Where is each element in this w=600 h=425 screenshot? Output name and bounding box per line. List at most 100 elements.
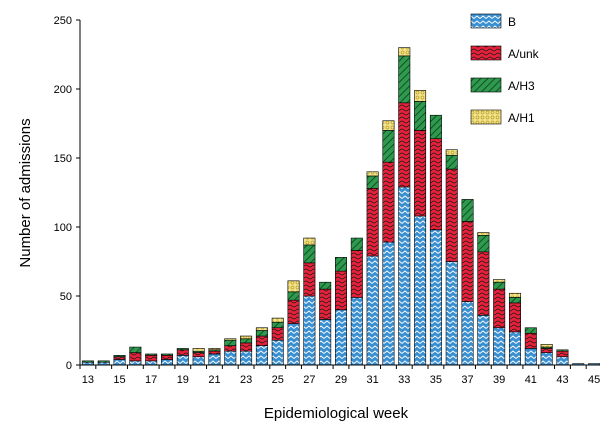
bar-b-week-29 [335, 309, 347, 366]
x-tick-label: 13 [82, 374, 94, 386]
bar-a-unk-week-37 [461, 221, 474, 302]
bar-a-h3-week-31 [366, 175, 379, 189]
bar-a-h3-week-22 [224, 339, 237, 346]
bar-b-week-37 [461, 301, 474, 366]
bar-a-unk-week-28 [319, 288, 332, 320]
bar-b-week-36 [445, 261, 458, 366]
y-tick-label: 200 [54, 84, 72, 96]
bar-a-h3-week-29 [335, 257, 347, 272]
bar-b-week-32 [382, 241, 395, 366]
x-tick-label: 39 [493, 374, 505, 386]
bar-a-unk-week-18 [161, 355, 173, 360]
bar-a-unk-week-29 [335, 270, 347, 311]
bar-a-h3-week-43 [556, 349, 569, 352]
bar-a-unk-week-34 [414, 130, 427, 217]
x-tick-label: 27 [303, 374, 315, 386]
bar-a-unk-week-15 [113, 356, 126, 360]
bar-a-unk-week-30 [350, 250, 363, 298]
bar-b-week-20 [192, 356, 205, 366]
bar-a-h3-week-33 [398, 55, 411, 104]
bar-a-h3-week-27 [303, 244, 316, 264]
bar-a-h1-week-24 [255, 327, 268, 331]
legend-label: B [508, 15, 516, 29]
bar-a-h3-week-30 [350, 237, 363, 251]
bar-a-unk-week-27 [303, 262, 316, 297]
legend-swatch-a-h3 [470, 77, 502, 93]
bar-a-unk-week-36 [445, 168, 458, 262]
bar-a-h1-week-21 [208, 348, 221, 351]
bar-a-h3-week-15 [113, 355, 126, 358]
bar-a-h3-week-18 [161, 353, 173, 356]
legend-label: A/H3 [508, 79, 535, 93]
bar-a-h3-week-41 [524, 327, 537, 334]
y-axis-title: Number of admissions [17, 118, 34, 267]
y-tick-label: 150 [54, 153, 72, 165]
x-tick-label: 21 [208, 374, 220, 386]
bar-b-week-28 [319, 319, 332, 366]
bar-a-h1-week-31 [366, 171, 379, 177]
legend-label: A/H1 [508, 111, 535, 125]
bar-a-h3-week-19 [176, 348, 189, 351]
x-ticks: 13 15 17 19 21 23 25 27 29 31 33 35 37 39 41 43 45 [79, 365, 600, 386]
bar-a-h3-week-26 [287, 291, 300, 301]
bar-a-unk-week-16 [129, 352, 142, 362]
x-tick-label: 23 [240, 374, 252, 386]
bar-b-week-30 [350, 297, 363, 366]
x-tick-label: 19 [177, 374, 189, 386]
bar-b-week-18 [161, 359, 173, 366]
bar-a-h1-week-42 [540, 343, 553, 348]
bar-a-unk-week-19 [176, 349, 189, 356]
bar-a-unk-week-41 [524, 332, 537, 349]
bar-a-unk-week-39 [493, 288, 506, 329]
bar-b-week-33 [398, 186, 411, 366]
bar-a-h1-week-38 [477, 232, 490, 236]
bar-a-h1-week-26 [287, 280, 300, 293]
bar-b-week-16 [129, 360, 142, 366]
legend-swatch-a-h1 [470, 109, 502, 125]
legend-swatch-b [470, 13, 502, 29]
bar-a-unk-week-23 [240, 342, 253, 352]
bar-b-week-31 [366, 255, 379, 366]
bar-a-unk-week-25 [271, 327, 284, 341]
bar-a-h1-week-34 [414, 90, 427, 102]
x-tick-label: 33 [398, 374, 410, 386]
bar-b-week-22 [224, 350, 237, 366]
bar-a-h3-week-17 [145, 353, 158, 356]
x-tick-label: 15 [113, 374, 125, 386]
bar-a-unk-week-38 [477, 251, 490, 316]
bar-b-week-42 [540, 352, 553, 366]
bar-a-unk-week-33 [398, 102, 411, 188]
bar-a-h1-week-25 [271, 317, 284, 323]
bar-a-h1-week-23 [240, 335, 253, 340]
x-axis-title: Epidemiological week [264, 405, 409, 422]
x-tick-label: 25 [272, 374, 284, 386]
bar-a-unk-week-24 [255, 335, 268, 346]
bar-a-unk-week-31 [366, 188, 379, 257]
x-tick-label: 43 [556, 374, 568, 386]
bar-a-h3-week-36 [445, 154, 458, 170]
bar-a-unk-week-43 [556, 350, 569, 358]
bar-a-unk-week-42 [540, 348, 553, 353]
bar-a-unk-week-22 [224, 345, 237, 352]
x-tick-label: 41 [525, 374, 537, 386]
bar-a-h3-week-14 [97, 360, 110, 363]
bar-a-unk-week-35 [429, 138, 442, 231]
x-tick-label: 29 [335, 374, 347, 386]
legend: B A/unk A/H3 A/H1 [470, 13, 540, 125]
bar-a-unk-week-17 [145, 355, 158, 362]
legend-swatch-a-unk [470, 45, 502, 61]
bar-a-h1-week-20 [192, 348, 205, 352]
bar-a-h1-week-40 [509, 292, 521, 298]
bar-a-h1-week-39 [493, 279, 506, 283]
y-tick-label: 0 [66, 360, 72, 372]
bar-a-unk-week-32 [382, 161, 395, 243]
x-tick-label: 31 [367, 374, 379, 386]
y-ticks: 0 50 100 150 200 250 [54, 15, 80, 372]
bar-b-week-41 [524, 348, 537, 366]
bar-a-h3-week-34 [414, 101, 427, 131]
bar-b-week-38 [477, 315, 490, 366]
bar-a-h3-week-24 [255, 330, 268, 337]
x-tick-label: 17 [145, 374, 157, 386]
bar-b-week-24 [255, 345, 268, 366]
y-tick-label: 50 [60, 291, 72, 303]
